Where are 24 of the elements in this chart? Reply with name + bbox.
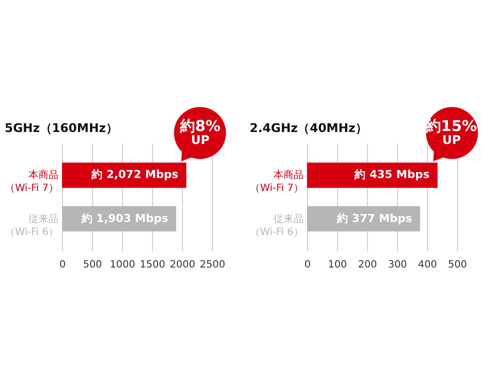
data-label: 約 377 Mbps bbox=[336, 212, 413, 225]
y-tick-label: 本商品（Wi-Fi 7） bbox=[250, 169, 304, 194]
x-tick-label: 500 bbox=[448, 260, 468, 270]
x-tick-label: 0 bbox=[59, 260, 66, 270]
chart-title: 5GHz（160MHz） bbox=[4, 121, 118, 135]
annotation: 約8% UP bbox=[180, 116, 221, 147]
data-label: 約 2,072 Mbps bbox=[90, 168, 179, 182]
x-tick-label: 1000 bbox=[110, 260, 136, 270]
x-tick-label: 100 bbox=[328, 260, 348, 270]
x-tick-label: 1500 bbox=[140, 260, 166, 270]
y-tick-label: 従来品（Wi-Fi 6） bbox=[250, 212, 304, 238]
chart-title: 2.4GHz（40MHz） bbox=[250, 121, 368, 135]
x-tick-label: 2000 bbox=[170, 260, 196, 270]
data-label: 約 1,903 Mbps bbox=[80, 212, 169, 225]
y-tick-label: 従来品（Wi-Fi 6） bbox=[5, 212, 58, 238]
x-tick-label: 500 bbox=[82, 260, 102, 270]
x-tick-label: 2500 bbox=[200, 260, 226, 270]
data-label: 約 435 Mbps bbox=[354, 168, 430, 182]
x-tick-label: 0 bbox=[304, 260, 311, 270]
x-tick-label: 300 bbox=[388, 260, 408, 270]
x-tick-label: 400 bbox=[418, 260, 438, 270]
x-tick-label: 200 bbox=[358, 260, 378, 270]
y-tick-label: 本商品（Wi-Fi 7） bbox=[5, 169, 58, 194]
speech-bubble: 約8% UP bbox=[174, 106, 226, 159]
